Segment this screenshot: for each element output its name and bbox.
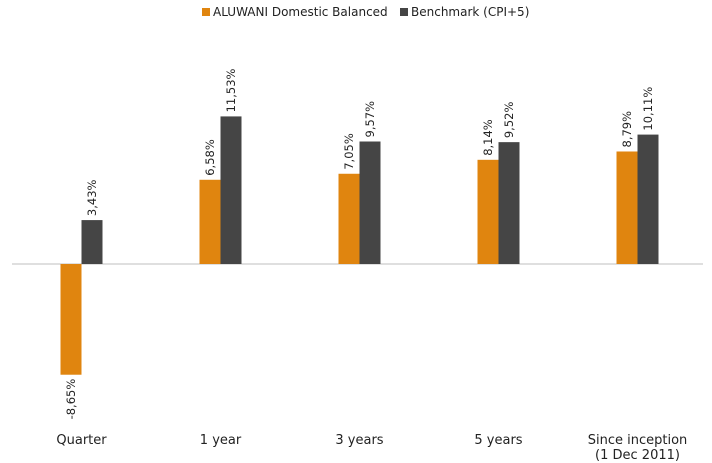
bar-benchmark-5-years: [498, 142, 520, 264]
category-label-since-inception: Since inception: [588, 433, 688, 448]
legend: ALUWANI Domestic Balanced Benchmark (CPI…: [202, 5, 529, 19]
bar-benchmark-since-inception: [637, 134, 659, 264]
bar-benchmark-1-year: [220, 116, 242, 264]
data-label-benchmark-1-year: 11,53%: [224, 68, 238, 112]
bar-aluwani-5-years: [477, 159, 499, 264]
data-label-aluwani-quarter: -8,65%: [64, 379, 78, 420]
plot-area: -8,65% 3,43% Quarter 6,58% 11,53% 1 year 7,05%…: [12, 68, 703, 463]
bar-benchmark-3-years: [359, 141, 381, 264]
legend-swatch-aluwani: [202, 8, 210, 16]
category-label-1-year: 1 year: [200, 433, 242, 448]
data-label-benchmark-3-years: 9,57%: [363, 101, 377, 138]
data-label-benchmark-since-inception: 10,11%: [641, 87, 655, 131]
bar-aluwani-1-year: [199, 179, 221, 264]
data-label-benchmark-quarter: 3,43%: [85, 179, 99, 216]
bar-benchmark-quarter: [81, 220, 103, 264]
data-label-benchmark-5-years: 9,52%: [502, 102, 516, 139]
data-label-aluwani-5-years: 8,14%: [481, 119, 495, 156]
bar-aluwani-3-years: [338, 173, 360, 264]
data-label-aluwani-3-years: 7,05%: [342, 133, 356, 170]
legend-label-aluwani: ALUWANI Domestic Balanced: [213, 5, 388, 19]
bar-aluwani-since-inception: [616, 151, 638, 264]
legend-label-benchmark: Benchmark (CPI+5): [411, 5, 529, 19]
bar-aluwani-quarter: [60, 264, 82, 375]
category-label-quarter: Quarter: [56, 433, 107, 448]
data-label-aluwani-1-year: 6,58%: [203, 139, 217, 176]
legend-swatch-benchmark: [400, 8, 408, 16]
category-label-since-inception-line2: (1 Dec 2011): [595, 448, 680, 463]
category-label-5-years: 5 years: [474, 433, 522, 448]
data-label-aluwani-since-inception: 8,79%: [620, 111, 634, 148]
category-label-3-years: 3 years: [335, 433, 383, 448]
